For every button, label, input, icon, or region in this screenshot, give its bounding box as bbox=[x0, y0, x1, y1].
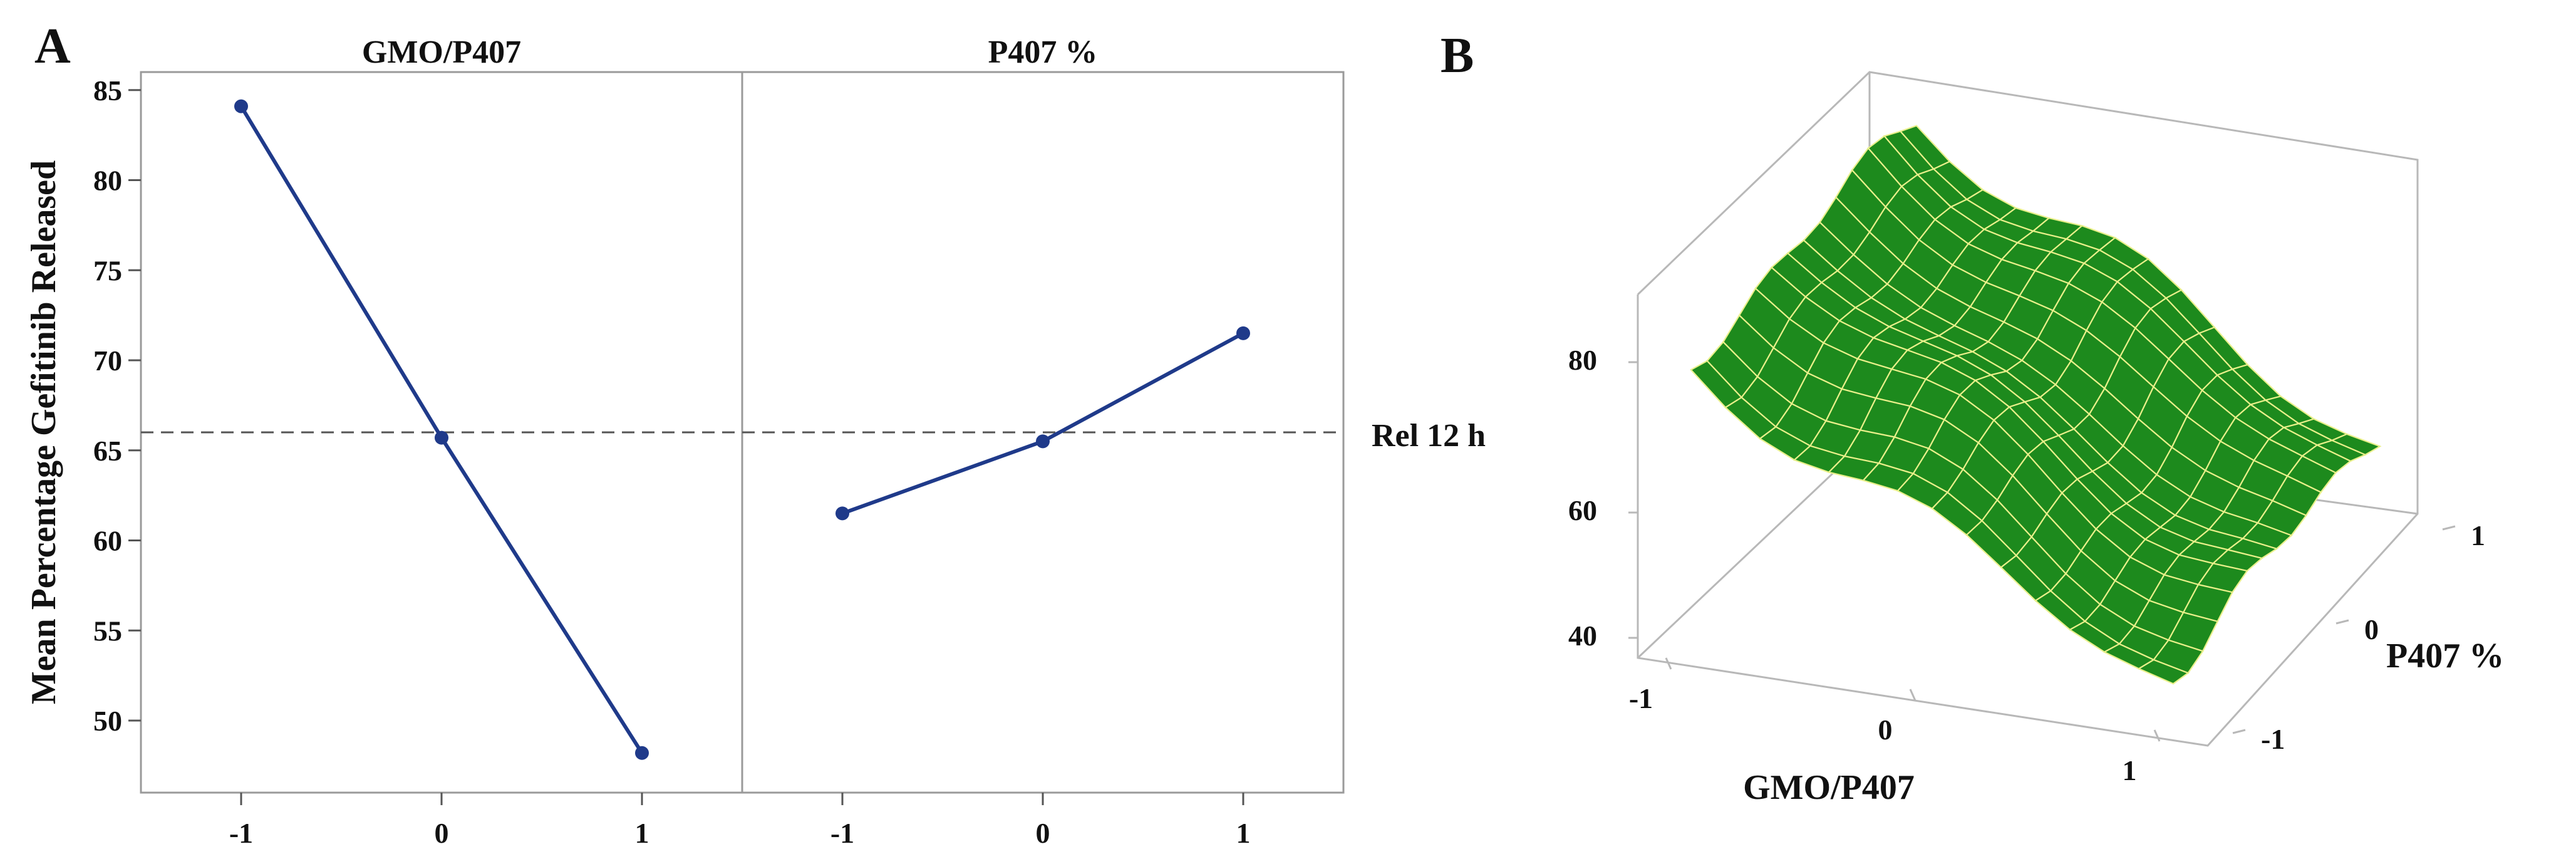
x-tick bbox=[1909, 689, 1916, 701]
y-tick-label: 70 bbox=[93, 345, 122, 377]
surface-plot: GMO/P407 P407 % 40 60 80 -1 0 1 -1 0 1 bbox=[1568, 71, 2504, 807]
y-tick-label: 55 bbox=[93, 615, 122, 647]
facet-title-1: GMO/P407 bbox=[362, 34, 521, 70]
y-tick-label: -1 bbox=[2261, 723, 2285, 755]
series-line-1 bbox=[239, 105, 644, 754]
series-line-2 bbox=[841, 331, 1244, 516]
x-tick-label: 1 bbox=[635, 817, 649, 844]
y-tick bbox=[2232, 729, 2246, 734]
reference-line-label: Rel 12 h bbox=[1372, 418, 1486, 454]
main-effects-plot: GMO/P407 P407 % Mean Percentage Gefitini… bbox=[24, 34, 1486, 844]
y-tick-label: 0 bbox=[2364, 613, 2379, 645]
x-tick-label: 0 bbox=[1878, 714, 1893, 746]
data-point bbox=[1036, 434, 1050, 449]
x-tick-label: -1 bbox=[830, 817, 854, 844]
y-tick bbox=[2442, 525, 2456, 531]
z-tick-label: 60 bbox=[1568, 494, 1597, 526]
x-tick-label: 0 bbox=[1036, 817, 1050, 844]
data-point bbox=[1236, 326, 1250, 340]
x-axis-title: GMO/P407 bbox=[1743, 768, 1915, 807]
x-tick bbox=[1665, 657, 1672, 670]
panel-b-label: B bbox=[1441, 28, 1474, 83]
x-tick bbox=[2153, 729, 2161, 742]
y-tick-label: 75 bbox=[93, 254, 122, 286]
y-tick-label: 85 bbox=[93, 75, 122, 107]
surface-cell bbox=[2137, 659, 2190, 685]
y-tick-label: 65 bbox=[93, 435, 122, 467]
y-axis-title: Mean Percentage Gefitinib Released bbox=[24, 160, 63, 704]
data-point bbox=[635, 746, 649, 760]
x-tick-label: -1 bbox=[229, 817, 253, 844]
data-point bbox=[835, 506, 849, 521]
panel-a-label: A bbox=[34, 19, 71, 74]
y-tick-label: 1 bbox=[2471, 519, 2485, 551]
z-tick-label: 80 bbox=[1568, 344, 1597, 376]
x-tick-label: 0 bbox=[435, 817, 449, 844]
y-tick-label: 80 bbox=[93, 165, 122, 197]
facet-title-2: P407 % bbox=[988, 34, 1098, 70]
x-tick-label: -1 bbox=[1629, 682, 1653, 714]
z-tick-label: 40 bbox=[1568, 620, 1597, 652]
x-tick-label: 1 bbox=[1236, 817, 1251, 844]
y-tick bbox=[2335, 619, 2349, 625]
data-point bbox=[435, 430, 448, 445]
y-tick-label: 50 bbox=[93, 705, 122, 737]
box-edge bbox=[1637, 437, 1871, 659]
y-axis-title-3d: P407 % bbox=[2386, 637, 2504, 675]
x-tick-label: 1 bbox=[2123, 754, 2137, 786]
data-point bbox=[234, 99, 248, 113]
y-tick-label: 60 bbox=[93, 525, 122, 557]
